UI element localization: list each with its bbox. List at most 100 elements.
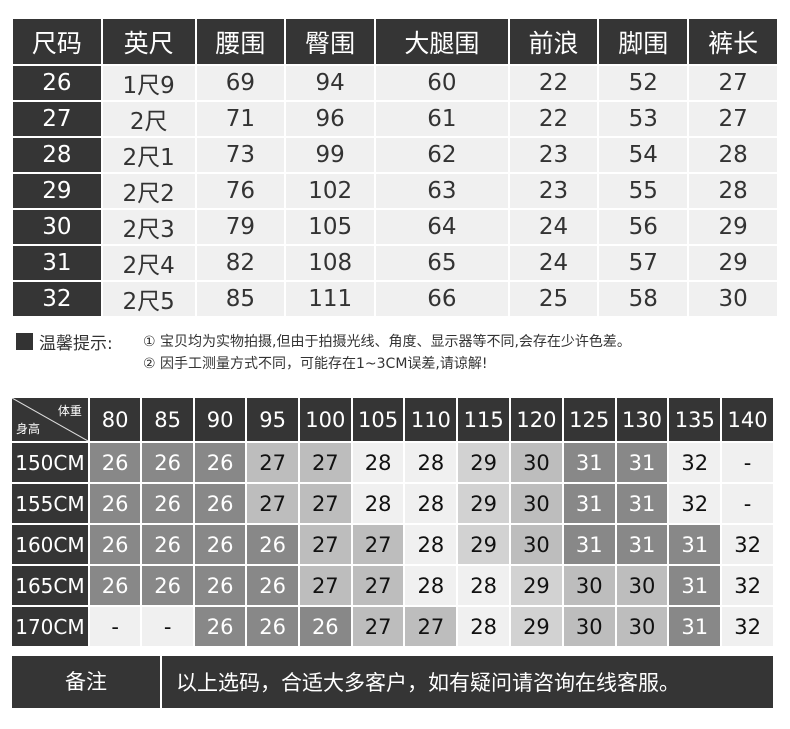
size-cell: 26 — [194, 443, 246, 482]
size-cell: 27 — [299, 484, 351, 523]
size-cell: 31 — [13, 246, 101, 280]
size-cell: 30 — [511, 525, 562, 564]
measure-cell: 71 — [196, 102, 285, 136]
measure-cell: 85 — [196, 282, 285, 316]
measure-cell: 82 — [196, 246, 285, 280]
weight-header: 105 — [352, 398, 404, 441]
measure-cell: 2尺 — [102, 102, 195, 136]
measure-cell: 25 — [509, 282, 598, 316]
measure-cell: 66 — [376, 282, 508, 316]
weight-header: 90 — [194, 398, 246, 441]
table-row: 32 2尺5 85 111 66 25 58 30 — [13, 282, 777, 316]
height-header: 170CM — [12, 607, 88, 646]
table-row: 165CM 26 26 26 26 27 27 28 28 29 30 30 31 32 — [12, 566, 773, 605]
size-cell: 27 — [352, 607, 404, 646]
measure-cell: 57 — [599, 246, 688, 280]
size-cell: 31 — [563, 484, 615, 523]
weight-header: 135 — [669, 398, 721, 441]
table-row: 150CM 26 26 26 27 27 28 28 29 30 31 31 32- — [12, 443, 773, 482]
size-cell: 27 — [299, 525, 351, 564]
size-cell: 26 — [142, 443, 193, 482]
note-line: ② 因手工测量方式不同，可能存在1~3CM误差,请谅解! — [143, 356, 488, 372]
size-cell: 26 — [89, 525, 141, 564]
measure-cell: 30 — [689, 282, 777, 316]
size-cell: 29 — [511, 607, 562, 646]
size-cell: 28 — [405, 484, 457, 523]
table-row: 30 2尺3 79 105 64 24 56 29 — [13, 210, 777, 244]
measure-cell: 54 — [599, 138, 688, 172]
size-cell: 30 — [511, 484, 562, 523]
size-cell: 27 — [352, 566, 404, 605]
square-bullet-icon — [16, 332, 33, 350]
measure-cell: 52 — [599, 66, 688, 100]
measure-cell: 2尺4 — [102, 246, 195, 280]
measure-cell: 2尺3 — [102, 210, 195, 244]
size-cell: 31 — [616, 484, 668, 523]
table-row: 26 1尺9 69 94 60 22 52 27 — [13, 66, 777, 100]
size-cell: 26 — [299, 607, 351, 646]
size-cell: 32 — [722, 566, 773, 605]
size-cell: 32 — [669, 443, 721, 482]
size-cell: 30 — [616, 607, 668, 646]
size-cell: 30 — [563, 607, 615, 646]
measure-cell: 2尺1 — [102, 138, 195, 172]
weight-header: 80 — [89, 398, 141, 441]
size-cell: 31 — [563, 525, 615, 564]
size-cell: - — [89, 607, 141, 646]
weight-header: 110 — [405, 398, 457, 441]
table-row: 160CM 26 26 26 26 27 27 28 29 30 31 31 31 32 — [12, 525, 773, 564]
size-cell: 30 — [616, 566, 668, 605]
measure-cell: 73 — [196, 138, 285, 172]
measure-cell: 22 — [509, 66, 598, 100]
weight-header: 95 — [247, 398, 298, 441]
size-cell: 27 — [299, 443, 351, 482]
measure-cell: 27 — [689, 66, 777, 100]
column-header: 裤长 — [689, 19, 777, 64]
column-header: 前浪 — [509, 19, 598, 64]
table-row: 31 2尺4 82 108 65 24 57 29 — [13, 246, 777, 280]
weight-header: 85 — [142, 398, 193, 441]
size-cell: 26 — [89, 566, 141, 605]
fit-table-header: 体重 身高 80 85 90 95 100 105 110 115 120 125 130 135 14… — [12, 398, 773, 441]
size-cell: 31 — [563, 443, 615, 482]
measure-cell: 27 — [689, 102, 777, 136]
size-cell: 31 — [669, 607, 721, 646]
size-cell: 28 — [352, 443, 404, 482]
size-table-header: 尺码 英尺 腰围 臀围 大腿围 前浪 脚围 裤长 — [13, 19, 777, 64]
table-row: 29 2尺2 76 102 63 23 55 28 — [13, 174, 777, 208]
size-cell: 31 — [616, 525, 668, 564]
size-cell: 32 — [669, 484, 721, 523]
size-cell: 26 — [194, 525, 246, 564]
size-cell: - — [722, 484, 773, 523]
size-cell: 26 — [89, 484, 141, 523]
weight-header: 100 — [299, 398, 351, 441]
size-cell: 31 — [616, 443, 668, 482]
measure-cell: 111 — [286, 282, 375, 316]
footer-label: 备注 — [12, 656, 162, 708]
size-cell: 27 — [247, 443, 298, 482]
size-cell: 27 — [405, 607, 457, 646]
note-line: ① 宝贝均为实物拍摄,但由于拍摄光线、角度、显示器等不同,会存在少许色差。 — [143, 334, 631, 350]
measure-cell: 58 — [599, 282, 688, 316]
measure-cell: 64 — [376, 210, 508, 244]
measure-cell: 76 — [196, 174, 285, 208]
footer-text: 以上选码，合适大多客户，如有疑问请咨询在线客服。 — [176, 671, 680, 695]
measure-cell: 102 — [286, 174, 375, 208]
measure-cell: 99 — [286, 138, 375, 172]
size-cell: 32 — [722, 607, 773, 646]
size-cell: 28 — [405, 566, 457, 605]
measure-cell: 60 — [376, 66, 508, 100]
column-header: 脚围 — [599, 19, 688, 64]
measure-cell: 108 — [286, 246, 375, 280]
size-cell: 26 — [247, 607, 298, 646]
table-row: 27 2尺 71 96 61 22 53 27 — [13, 102, 777, 136]
measure-cell: 96 — [286, 102, 375, 136]
table-row: 170CM - -26 26 26 27 27 28 29 30 30 31 32 — [12, 607, 773, 646]
measure-cell: 28 — [689, 174, 777, 208]
measure-cell: 61 — [376, 102, 508, 136]
measure-cell: 22 — [509, 102, 598, 136]
size-cell: 26 — [142, 566, 193, 605]
size-cell: 26 — [142, 525, 193, 564]
size-cell: 26 — [13, 66, 101, 100]
notes: 温馨提示: ① 宝贝均为实物拍摄,但由于拍摄光线、角度、显示器等不同,会存在少许色… — [16, 330, 631, 374]
